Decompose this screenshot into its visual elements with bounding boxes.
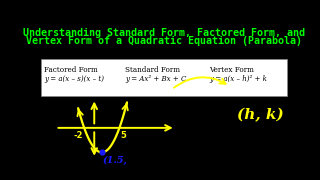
Bar [41, 58, 287, 96]
Text: Understanding Standard Form, Factored Form, and: Understanding Standard Form, Factored Fo… [23, 28, 305, 38]
Text: -2: -2 [74, 131, 84, 140]
Text: Vertex Form: Vertex Form [209, 66, 254, 74]
Text: y = a(x – s)(x – t): y = a(x – s)(x – t) [44, 75, 104, 84]
Text: (h, k): (h, k) [237, 108, 284, 122]
Text: Factored Form: Factored Form [44, 66, 98, 74]
Text: (1.5,: (1.5, [103, 156, 127, 165]
Text: y = a(x – h)² + k: y = a(x – h)² + k [209, 75, 267, 84]
Text: y = Ax² + Bx + C: y = Ax² + Bx + C [125, 75, 187, 84]
Text: Standard Form: Standard Form [125, 66, 180, 74]
Text: 5: 5 [120, 131, 126, 140]
Text: Vertex Form of a Quadratic Equation (Parabola): Vertex Form of a Quadratic Equation (Par… [26, 36, 302, 46]
